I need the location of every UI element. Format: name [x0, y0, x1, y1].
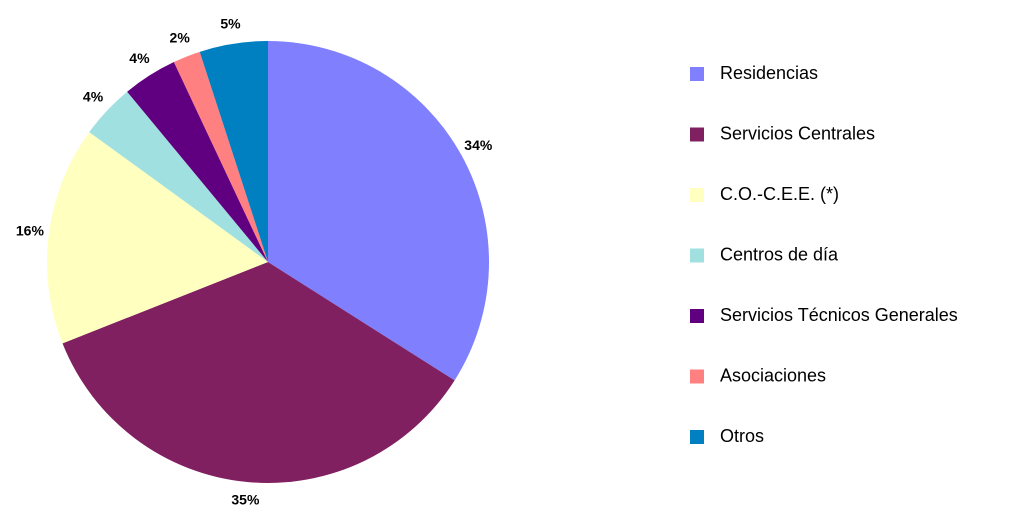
data-label: 2%: [170, 30, 191, 46]
legend-label: Residencias: [720, 63, 818, 83]
legend-swatch: [690, 369, 704, 384]
pie-slice: [199, 41, 268, 262]
legend-swatch: [690, 67, 704, 81]
data-label: 5%: [220, 16, 241, 32]
legend-label: Otros: [720, 426, 764, 446]
pie-slice: [89, 91, 268, 262]
data-label: 4%: [83, 88, 104, 104]
legend-label: Asociaciones: [720, 365, 826, 385]
pie-slice: [62, 262, 455, 484]
legend-label: Servicios Centrales: [720, 123, 875, 143]
data-label: 16%: [16, 223, 45, 239]
legend-label: C.O.-C.E.E. (*): [720, 184, 839, 204]
pie-slice: [127, 62, 268, 263]
data-label: 4%: [129, 50, 150, 66]
data-label: 35%: [231, 492, 260, 506]
legend-swatch: [690, 188, 704, 202]
legend-swatch: [690, 127, 704, 142]
pie-slice: [268, 41, 489, 381]
pie-slice: [173, 51, 268, 262]
legend-swatch: [690, 309, 704, 323]
legend-swatch: [690, 430, 704, 444]
data-label: 34%: [464, 137, 493, 153]
pie-slice: [46, 132, 268, 344]
legend-swatch: [690, 248, 704, 263]
legend-label: Servicios Técnicos Generales: [720, 305, 958, 325]
legend-label: Centros de día: [720, 244, 839, 264]
